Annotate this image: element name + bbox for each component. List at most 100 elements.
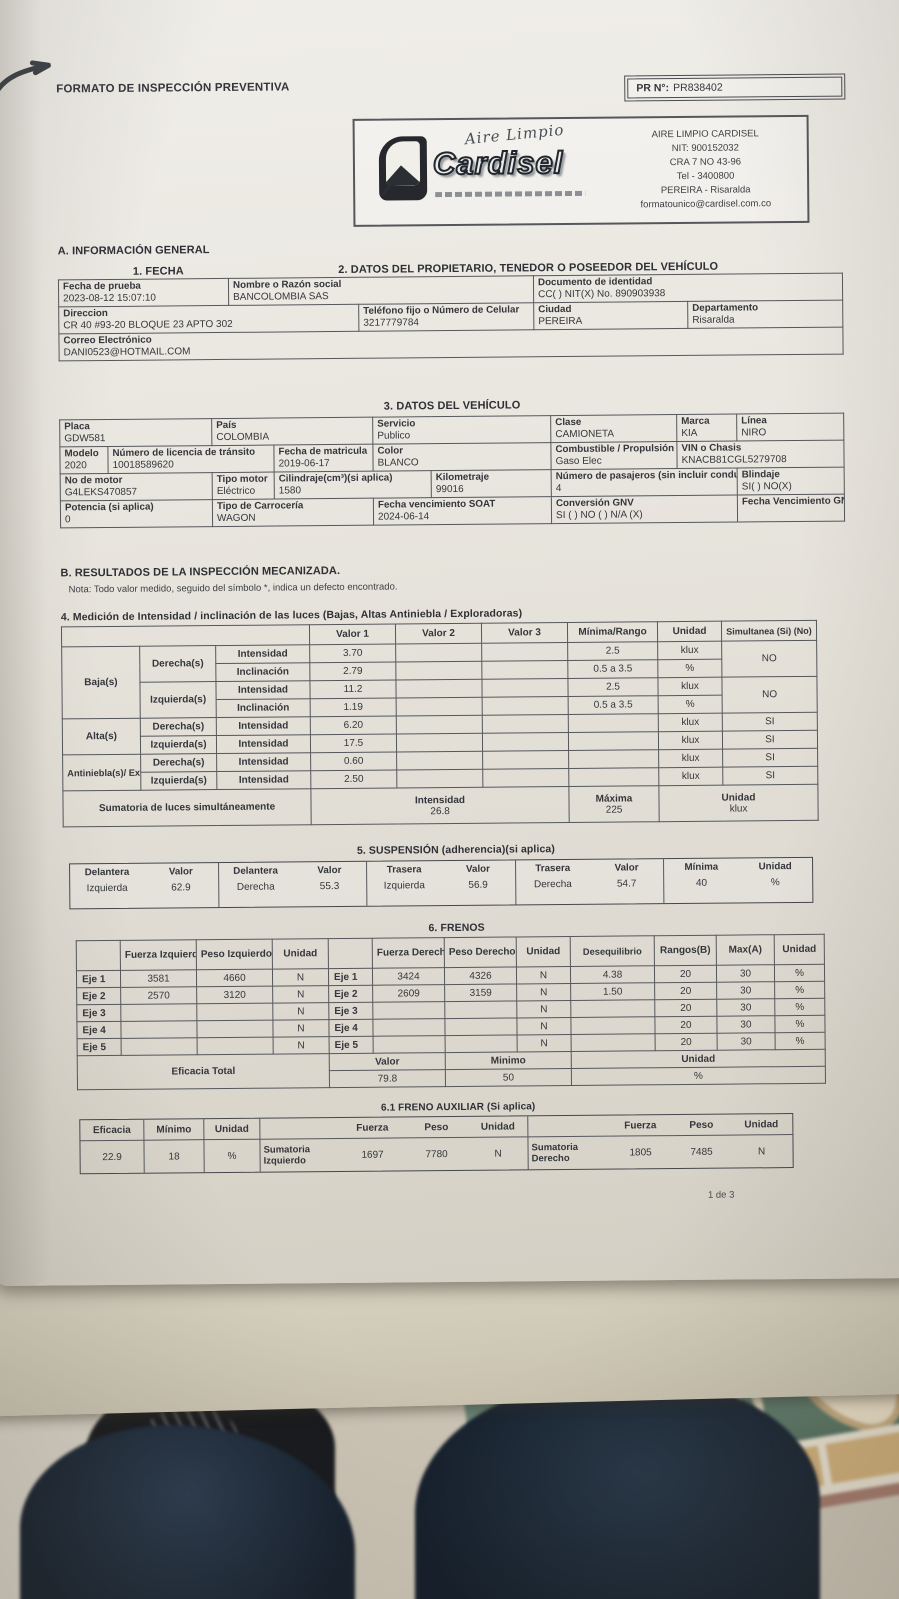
valor2 [396, 715, 483, 734]
aux-eficacia: 22.9 [80, 1140, 145, 1174]
unidad: % [658, 695, 723, 714]
soat-label: Fecha vencimiento SOAT [377, 498, 496, 511]
pos-label: Trasera [386, 864, 422, 876]
eje-label: Eje 2 [76, 987, 121, 1005]
direccion-value: CR 40 #93-20 BLOQUE 23 APTO 302 [63, 318, 233, 332]
potencia-value: 0 [64, 514, 71, 526]
pos-label: Trasera [535, 862, 571, 875]
sumatoria-intensidad-cell: Intensidad 26.8 [310, 786, 570, 825]
minima: 0.5 a 3.5 [568, 695, 659, 715]
suspension-title: 5. SUSPENSIÓN (adherencia)(si aplica) [356, 843, 555, 857]
logo-script-text: Aire Limpio [464, 120, 566, 149]
empty-header-cell [528, 1115, 609, 1138]
licencia-cell: Número de licencia de tránsito 1001858962… [107, 445, 275, 474]
unidad3: % [775, 1032, 826, 1050]
linea-label: Línea [741, 415, 767, 427]
minima [568, 731, 659, 751]
minima [568, 749, 659, 769]
unidad3: % [774, 964, 825, 982]
valor-col: Valor 56.9 [441, 860, 515, 905]
vehiculo-title: 3. DATOS DEL VEHÍCULO [383, 399, 521, 413]
col-peso-izq: Peso Izquierdo [196, 939, 273, 970]
delantera-derecha: Delantera Derecha [219, 862, 293, 907]
unidad: % [657, 659, 722, 678]
fuerza-izq [120, 1003, 197, 1022]
subtitle-fecha: 1. FECHA [132, 265, 184, 278]
aux-fuerza-izq: 1697 [361, 1149, 384, 1161]
placa-label: Placa [64, 421, 90, 433]
pos-value: Derecha [533, 878, 572, 891]
cilindraje-cell: Cilindraje(cm³)(si aplica) 1580 [274, 470, 432, 500]
valor-value: 54.7 [616, 878, 637, 890]
valor-col: Valor 55.3 [292, 862, 366, 907]
vin-cell: VIN o Chasis KNACB81CGL5279708 [676, 440, 845, 469]
lado-izquierda: Izquierda(s) [139, 681, 217, 719]
unidad1: N [273, 1036, 330, 1055]
sumatoria-maxima-label: Máxima [595, 792, 633, 805]
pos-value: Derecha [236, 881, 275, 893]
valor1: 1.19 [310, 697, 397, 717]
trasera-derecha: Trasera Derecha [516, 860, 590, 905]
blindaje-label: Blindaje [741, 469, 780, 481]
valor-label: Valor [614, 862, 639, 874]
peso-der [444, 1017, 518, 1036]
medida: Intensidad [215, 644, 310, 664]
gnv-venc-label: Fecha Vencimiento GNV [741, 495, 845, 508]
aux-unidad: % [204, 1139, 261, 1173]
document-content: FORMATO DE INSPECCIÓN PREVENTIVA PR N°: P… [56, 73, 846, 1201]
desequilibrio [570, 1016, 656, 1035]
clase-cell: Clase CAMIONETA [550, 414, 677, 443]
aux-unidad-izq: N [468, 1137, 529, 1170]
telefono-cell: Teléfono fijo o Número de Celular 3217779… [358, 302, 534, 332]
general-info-table: Fecha de prueba 2023-08-12 15:07:10 Nombr… [57, 272, 844, 362]
valor1: 6.20 [310, 715, 397, 735]
correo-cell: Correo Electrónico DANI0523@HOTMAIL.COM [58, 327, 844, 361]
valor-label: Valor [317, 864, 342, 877]
valor3 [482, 714, 569, 734]
valor1: 17.5 [310, 733, 397, 753]
shield-window [385, 141, 421, 186]
pr-number-value: PR838402 [673, 81, 723, 95]
valor1: 0.60 [310, 751, 397, 771]
pais-value: COLOMBIA [216, 431, 270, 444]
valor1: 11.2 [309, 679, 397, 699]
luces-title: 4. Medición de Intensidad / inclinación … [60, 607, 523, 624]
eje-label: Eje 2 [328, 985, 373, 1003]
aux-unidad2-label: Unidad [468, 1116, 529, 1138]
minima-col: Mínima 40 [664, 859, 738, 904]
empty-header-cell [76, 940, 121, 971]
fuerza-izq: 2570 [120, 986, 197, 1005]
servicio-label: Servicio [377, 418, 416, 430]
marca-value: KIA [681, 427, 698, 439]
valor3 [482, 768, 569, 788]
placa-value: GDW581 [64, 433, 106, 445]
pais-cell: País COLOMBIA [211, 417, 373, 446]
combustible-label: Combustible / Propulsión [555, 443, 675, 456]
simultanea: NO [721, 640, 817, 678]
departamento-label: Departamento [692, 302, 759, 314]
clase-value: CAMIONETA [555, 428, 615, 441]
sumatoria-maxima-value: 225 [605, 804, 623, 816]
col-peso-der: Peso Derecho [444, 936, 517, 968]
unidad1: N [272, 1002, 329, 1021]
max: 30 [717, 1032, 776, 1051]
unidad2: N [517, 1034, 572, 1052]
sumatoria-maxima-cell: Máxima 225 [568, 785, 660, 823]
valor2 [395, 661, 482, 680]
telefono-label: Teléfono fijo o Número de Celular [363, 304, 520, 317]
suspension-table: Delantera Izquierda Valor 62.9 Delantera De… [69, 856, 814, 910]
peso-der [444, 1000, 517, 1019]
valor-label: Valor [168, 866, 193, 878]
eje-label: Eje 4 [76, 1021, 122, 1039]
soat-cell: Fecha vencimiento SOAT 2024-06-14 [373, 496, 552, 526]
col-unidad1: Unidad [272, 938, 329, 970]
clase-label: Clase [555, 416, 582, 429]
simultanea: SI [722, 712, 818, 732]
company-info: AIRE LIMPIO CARDISEL NIT: 900152032 CRA … [610, 127, 808, 213]
col-desequilibrio: Desequilibrio [570, 935, 655, 967]
vehiculo-table: Placa GDW581 País COLOMBIA Servicio Publico… [59, 412, 846, 529]
nombre-value: BANCOLOMBIA SAS [233, 291, 329, 303]
desequilibrio [571, 1033, 656, 1052]
gnv-label: Conversión GNV [555, 497, 634, 510]
lado-derecha: Derecha(s) [139, 645, 216, 683]
